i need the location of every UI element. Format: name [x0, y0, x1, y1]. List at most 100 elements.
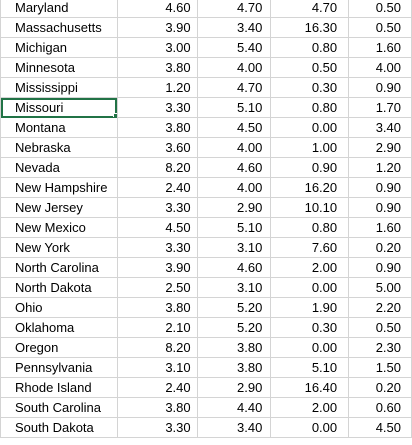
- value-cell[interactable]: 0.50: [348, 17, 412, 38]
- value-cell[interactable]: 1.70: [348, 97, 412, 118]
- value-cell[interactable]: 7.60: [270, 237, 350, 258]
- state-cell[interactable]: Michigan: [0, 37, 118, 58]
- value-cell[interactable]: 3.80: [117, 57, 198, 78]
- value-cell[interactable]: 4.60: [117, 0, 198, 18]
- state-cell[interactable]: Minnesota: [0, 57, 118, 78]
- value-cell[interactable]: 2.10: [117, 317, 198, 338]
- value-cell[interactable]: 0.00: [270, 277, 350, 298]
- value-cell[interactable]: 3.40: [197, 17, 272, 38]
- state-cell[interactable]: Nevada: [0, 157, 118, 178]
- value-cell[interactable]: 0.50: [348, 317, 412, 338]
- value-cell[interactable]: 16.20: [270, 177, 350, 198]
- value-cell[interactable]: 3.30: [117, 97, 198, 118]
- value-cell[interactable]: 4.50: [348, 417, 412, 438]
- value-cell[interactable]: 0.80: [270, 37, 350, 58]
- value-cell[interactable]: 4.70: [197, 0, 272, 18]
- selected-cell[interactable]: Missouri: [0, 97, 118, 118]
- value-cell[interactable]: 4.00: [197, 177, 272, 198]
- state-cell[interactable]: New York: [0, 237, 118, 258]
- value-cell[interactable]: 1.00: [270, 137, 350, 158]
- value-cell[interactable]: 1.20: [348, 157, 412, 178]
- state-cell[interactable]: South Dakota: [0, 417, 118, 438]
- value-cell[interactable]: 3.00: [117, 37, 198, 58]
- value-cell[interactable]: 4.50: [117, 217, 198, 238]
- state-cell[interactable]: North Dakota: [0, 277, 118, 298]
- value-cell[interactable]: 1.90: [270, 297, 350, 318]
- value-cell[interactable]: 0.90: [348, 257, 412, 278]
- value-cell[interactable]: 3.30: [117, 417, 198, 438]
- value-cell[interactable]: 4.40: [197, 397, 272, 418]
- value-cell[interactable]: 0.90: [348, 197, 412, 218]
- state-cell[interactable]: New Hampshire: [0, 177, 118, 198]
- value-cell[interactable]: 0.90: [270, 157, 350, 178]
- state-cell[interactable]: Montana: [0, 117, 118, 138]
- value-cell[interactable]: 10.10: [270, 197, 350, 218]
- state-cell[interactable]: Ohio: [0, 297, 118, 318]
- value-cell[interactable]: 4.50: [197, 117, 272, 138]
- value-cell[interactable]: 0.90: [348, 177, 412, 198]
- value-cell[interactable]: 1.20: [117, 77, 198, 98]
- value-cell[interactable]: 2.40: [117, 177, 198, 198]
- value-cell[interactable]: 8.20: [117, 157, 198, 178]
- value-cell[interactable]: 4.00: [348, 57, 412, 78]
- value-cell[interactable]: 3.10: [117, 357, 198, 378]
- value-cell[interactable]: 1.60: [348, 37, 412, 58]
- value-cell[interactable]: 2.40: [117, 377, 198, 398]
- value-cell[interactable]: 4.60: [197, 157, 272, 178]
- value-cell[interactable]: 0.00: [270, 117, 350, 138]
- value-cell[interactable]: 3.90: [117, 257, 198, 278]
- value-cell[interactable]: 3.80: [117, 297, 198, 318]
- value-cell[interactable]: 8.20: [117, 337, 198, 358]
- value-cell[interactable]: 5.10: [197, 97, 272, 118]
- value-cell[interactable]: 0.30: [270, 77, 350, 98]
- value-cell[interactable]: 0.20: [348, 237, 412, 258]
- value-cell[interactable]: 2.30: [348, 337, 412, 358]
- value-cell[interactable]: 3.30: [117, 237, 198, 258]
- value-cell[interactable]: 2.90: [197, 197, 272, 218]
- value-cell[interactable]: 4.00: [197, 137, 272, 158]
- state-cell[interactable]: Pennsylvania: [0, 357, 118, 378]
- state-cell[interactable]: New Jersey: [0, 197, 118, 218]
- value-cell[interactable]: 3.60: [117, 137, 198, 158]
- state-cell[interactable]: Nebraska: [0, 137, 118, 158]
- value-cell[interactable]: 3.80: [197, 337, 272, 358]
- value-cell[interactable]: 2.90: [197, 377, 272, 398]
- value-cell[interactable]: 3.10: [197, 237, 272, 258]
- state-cell[interactable]: New Mexico: [0, 217, 118, 238]
- value-cell[interactable]: 16.30: [270, 17, 350, 38]
- value-cell[interactable]: 2.50: [117, 277, 198, 298]
- value-cell[interactable]: 5.20: [197, 317, 272, 338]
- value-cell[interactable]: 0.90: [348, 77, 412, 98]
- value-cell[interactable]: 0.60: [348, 397, 412, 418]
- value-cell[interactable]: 0.00: [270, 337, 350, 358]
- value-cell[interactable]: 2.00: [270, 397, 350, 418]
- value-cell[interactable]: 2.90: [348, 137, 412, 158]
- value-cell[interactable]: 2.20: [348, 297, 412, 318]
- state-cell[interactable]: Oregon: [0, 337, 118, 358]
- state-cell[interactable]: South Carolina: [0, 397, 118, 418]
- value-cell[interactable]: 3.10: [197, 277, 272, 298]
- value-cell[interactable]: 5.40: [197, 37, 272, 58]
- state-cell[interactable]: Massachusetts: [0, 17, 118, 38]
- value-cell[interactable]: 0.80: [270, 97, 350, 118]
- value-cell[interactable]: 0.30: [270, 317, 350, 338]
- value-cell[interactable]: 1.50: [348, 357, 412, 378]
- value-cell[interactable]: 3.40: [197, 417, 272, 438]
- state-cell[interactable]: Maryland: [0, 0, 118, 18]
- value-cell[interactable]: 5.00: [348, 277, 412, 298]
- value-cell[interactable]: 3.80: [197, 357, 272, 378]
- value-cell[interactable]: 4.00: [197, 57, 272, 78]
- value-cell[interactable]: 5.10: [197, 217, 272, 238]
- value-cell[interactable]: 5.20: [197, 297, 272, 318]
- state-cell[interactable]: Rhode Island: [0, 377, 118, 398]
- value-cell[interactable]: 0.50: [270, 57, 350, 78]
- state-cell[interactable]: Oklahoma: [0, 317, 118, 338]
- value-cell[interactable]: 5.10: [270, 357, 350, 378]
- state-cell[interactable]: Mississippi: [0, 77, 118, 98]
- state-cell[interactable]: North Carolina: [0, 257, 118, 278]
- value-cell[interactable]: 3.90: [117, 17, 198, 38]
- value-cell[interactable]: 0.80: [270, 217, 350, 238]
- value-cell[interactable]: 4.70: [197, 77, 272, 98]
- value-cell[interactable]: 1.60: [348, 217, 412, 238]
- value-cell[interactable]: 16.40: [270, 377, 350, 398]
